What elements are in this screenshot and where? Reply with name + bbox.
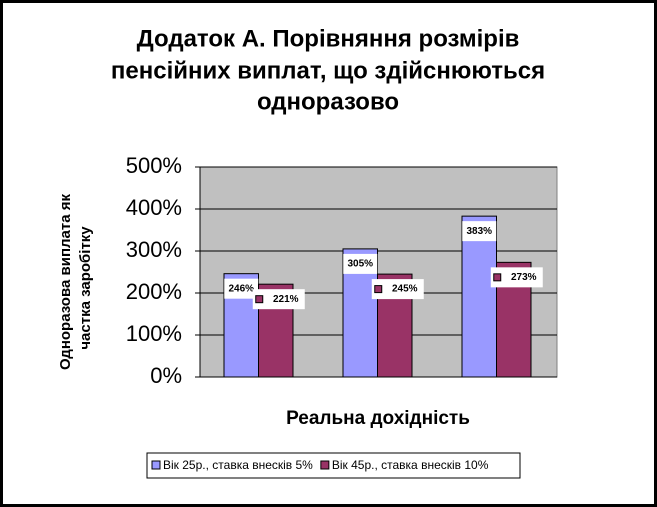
legend-box (146, 452, 521, 479)
y-tick-label: 300% (126, 237, 182, 262)
value-label-box (371, 279, 424, 300)
value-label-box (343, 253, 378, 274)
chart-title: Додаток А. Порівняння розмірів (137, 25, 520, 52)
value-label-box (224, 278, 259, 299)
value-label: 221% (273, 294, 299, 305)
chart-title: одноразово (257, 88, 399, 115)
value-label: 383% (466, 226, 492, 237)
value-label: 245% (392, 284, 418, 295)
value-label-box (462, 221, 497, 242)
value-label: 246% (228, 283, 254, 294)
y-axis-title: частка заробітку (77, 226, 94, 350)
value-label-key (493, 273, 502, 282)
y-tick-label: 100% (126, 321, 182, 346)
y-axis-title: Одноразова виплата як (57, 194, 74, 370)
legend-label: Вік 25р., ставка внесків 5% (163, 458, 313, 472)
y-tick-label: 400% (126, 195, 182, 220)
value-label-box (252, 289, 305, 310)
legend-key (151, 460, 161, 470)
legend-label: Вік 45р., ставка внесків 10% (332, 458, 489, 472)
y-tick-label: 200% (126, 279, 182, 304)
value-label: 305% (347, 259, 373, 270)
legend-key (320, 460, 330, 470)
value-label: 273% (511, 272, 537, 283)
bar (461, 215, 497, 378)
value-label-key (374, 285, 383, 294)
value-label-box (490, 267, 543, 288)
x-axis-title: Реальна дохідність (286, 408, 470, 429)
y-tick-label: 500% (126, 153, 182, 178)
chart-title: пенсійних виплат, що здійснюються (111, 57, 545, 84)
value-label-key (255, 295, 264, 304)
y-tick-label: 0% (150, 363, 182, 388)
